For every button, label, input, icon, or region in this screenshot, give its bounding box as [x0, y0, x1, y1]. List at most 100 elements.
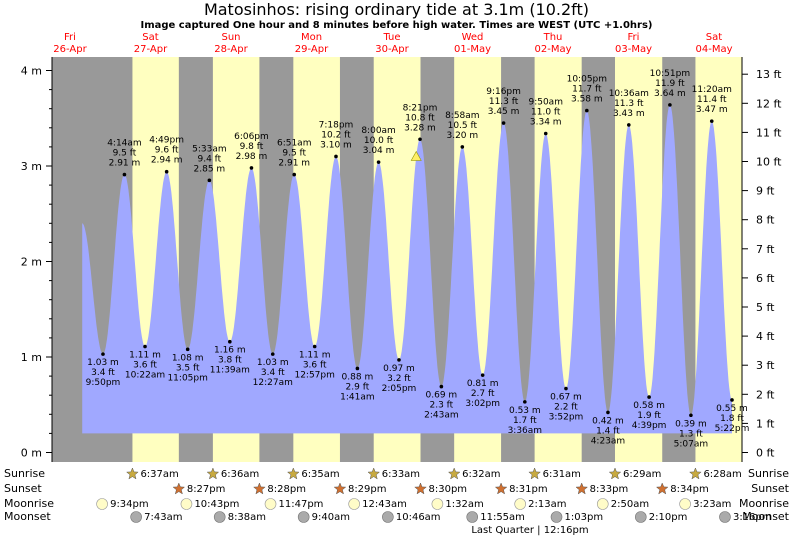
- high-tide-point: [249, 166, 254, 170]
- high-tide-time: 9:50am: [528, 98, 563, 108]
- day-of-week-label: Wed: [462, 32, 484, 43]
- right-axis-tick-label: 9 ft: [756, 185, 775, 198]
- high-tide-point: [207, 178, 212, 183]
- low-tide-time: 12:27am: [253, 378, 293, 388]
- low-tide-time: 4:39pm: [632, 421, 667, 431]
- moonset-time: 1:03pm: [565, 512, 604, 523]
- low-tide-feet: 3.8 ft: [218, 356, 242, 366]
- moonrise-time: 2:13am: [528, 499, 566, 510]
- moonset-icon: [634, 511, 647, 523]
- low-tide-metres: 0.97 m: [383, 364, 415, 374]
- high-tide-time: 7:18pm: [319, 120, 354, 130]
- low-tide-time: 2:43am: [424, 411, 459, 421]
- low-tide-metres: 0.39 m: [675, 419, 707, 429]
- low-tide-point: [564, 386, 568, 391]
- moonset-icon: [466, 511, 479, 523]
- low-tide-feet: 2.3 ft: [430, 401, 454, 411]
- low-tide-time: 3:52pm: [549, 413, 584, 423]
- high-tide-point: [543, 131, 548, 136]
- high-tide-metres: 2.91 m: [109, 159, 141, 169]
- sunrise-time: 6:35am: [301, 469, 339, 480]
- moonrise-time: 12:43am: [362, 499, 407, 510]
- high-tide-metres: 3.45 m: [488, 107, 520, 117]
- sunrise-time: 6:29am: [623, 469, 661, 480]
- high-tide-feet: 9.8 ft: [240, 142, 264, 152]
- high-tide-point: [418, 137, 422, 142]
- low-tide-point: [647, 395, 651, 399]
- high-tide-feet: 11.3 ft: [489, 97, 519, 107]
- low-tide-feet: 3.4 ft: [91, 368, 115, 378]
- moonrise-icon: [180, 498, 193, 510]
- right-axis-tick-label: 2 ft: [756, 388, 775, 401]
- right-axis-tick-label: 8 ft: [756, 214, 775, 227]
- high-tide-metres: 3.04 m: [363, 146, 395, 156]
- high-tide-time: 11:20am: [692, 85, 732, 95]
- low-tide-point: [101, 352, 105, 356]
- low-tide-time: 11:05pm: [167, 373, 207, 383]
- moonset-icon: [297, 511, 310, 523]
- high-tide-time: 8:00am: [361, 126, 396, 136]
- moonrise-icon: [348, 498, 360, 510]
- high-tide-metres: 3.43 m: [613, 109, 645, 119]
- moonset-time: 8:38am: [228, 512, 266, 523]
- sunrise-star-icon: [286, 467, 300, 480]
- right-axis-tick-label: 3 ft: [756, 359, 775, 372]
- high-tide-time: 9:16pm: [486, 87, 521, 97]
- date-label: 04-May: [695, 44, 732, 55]
- day-of-week-label: Sat: [142, 32, 158, 43]
- low-tide-metres: 0.53 m: [509, 406, 541, 416]
- sunset-time: 8:34pm: [670, 484, 709, 495]
- sunrise-time: 6:37am: [140, 469, 178, 480]
- high-tide-time: 6:06pm: [234, 132, 269, 142]
- low-tide-point: [397, 358, 401, 362]
- low-tide-metres: 0.69 m: [426, 391, 458, 401]
- date-label: 29-Apr: [295, 44, 329, 55]
- moonset-icon: [130, 511, 142, 523]
- sunset-time: 8:27pm: [187, 484, 226, 495]
- sunrise-time: 6:32am: [462, 469, 500, 480]
- low-tide-feet: 1.9 ft: [637, 411, 661, 421]
- low-tide-point: [185, 347, 190, 352]
- high-tide-metres: 3.64 m: [654, 89, 686, 99]
- sunrise-time: 6:31am: [543, 469, 581, 480]
- sunset-star-icon: [172, 482, 186, 495]
- day-of-week-label: Fri: [64, 32, 76, 43]
- high-tide-time: 10:36am: [609, 89, 649, 99]
- row-label-right-sunset: Sunset: [751, 482, 789, 495]
- day-of-week-label: Thu: [543, 32, 563, 43]
- moonrise-time: 9:34pm: [110, 499, 149, 510]
- low-tide-metres: 1.11 m: [299, 350, 331, 360]
- right-axis-tick-label: 7 ft: [756, 243, 775, 256]
- high-tide-time: 10:51pm: [650, 69, 690, 79]
- high-tide-point: [122, 172, 127, 177]
- high-tide-feet: 10.0 ft: [364, 136, 394, 146]
- high-tide-metres: 3.34 m: [530, 118, 562, 128]
- sunset-time: 8:31pm: [509, 484, 548, 495]
- high-tide-time: 4:14am: [107, 139, 142, 149]
- high-tide-metres: 3.28 m: [404, 123, 436, 133]
- moonset-time: 3:16pm: [733, 512, 772, 523]
- date-label: 30-Apr: [375, 44, 409, 55]
- high-tide-point: [585, 108, 589, 113]
- moon-phase-note: Last Quarter | 12:16pm: [471, 525, 588, 536]
- moonset-time: 11:55am: [480, 512, 525, 523]
- moonrise-icon: [596, 498, 609, 510]
- high-tide-metres: 3.20 m: [446, 131, 478, 141]
- moonrise-icon: [431, 498, 444, 510]
- high-tide-point: [334, 154, 338, 159]
- moonset-icon: [719, 511, 731, 523]
- high-tide-feet: 10.8 ft: [405, 113, 435, 123]
- sunrise-time: 6:36am: [221, 469, 259, 480]
- sunrise-time: 6:28am: [703, 469, 741, 480]
- low-tide-time: 5:22pm: [715, 424, 750, 434]
- low-tide-feet: 3.5 ft: [176, 363, 200, 373]
- high-tide-time: 6:51am: [277, 139, 312, 149]
- high-tide-feet: 11.9 ft: [655, 79, 685, 89]
- sunrise-time: 6:33am: [382, 469, 420, 480]
- chart-subtitle: Image captured One hour and 8 minutes be…: [140, 20, 653, 31]
- high-tide-time: 5:33am: [192, 144, 227, 154]
- row-label-right-moonrise: Moonrise: [739, 497, 789, 510]
- chart-title: Matosinhos: rising ordinary tide at 3.1m…: [203, 0, 590, 19]
- low-tide-feet: 2.9 ft: [346, 382, 370, 392]
- sunset-time: 8:30pm: [429, 484, 468, 495]
